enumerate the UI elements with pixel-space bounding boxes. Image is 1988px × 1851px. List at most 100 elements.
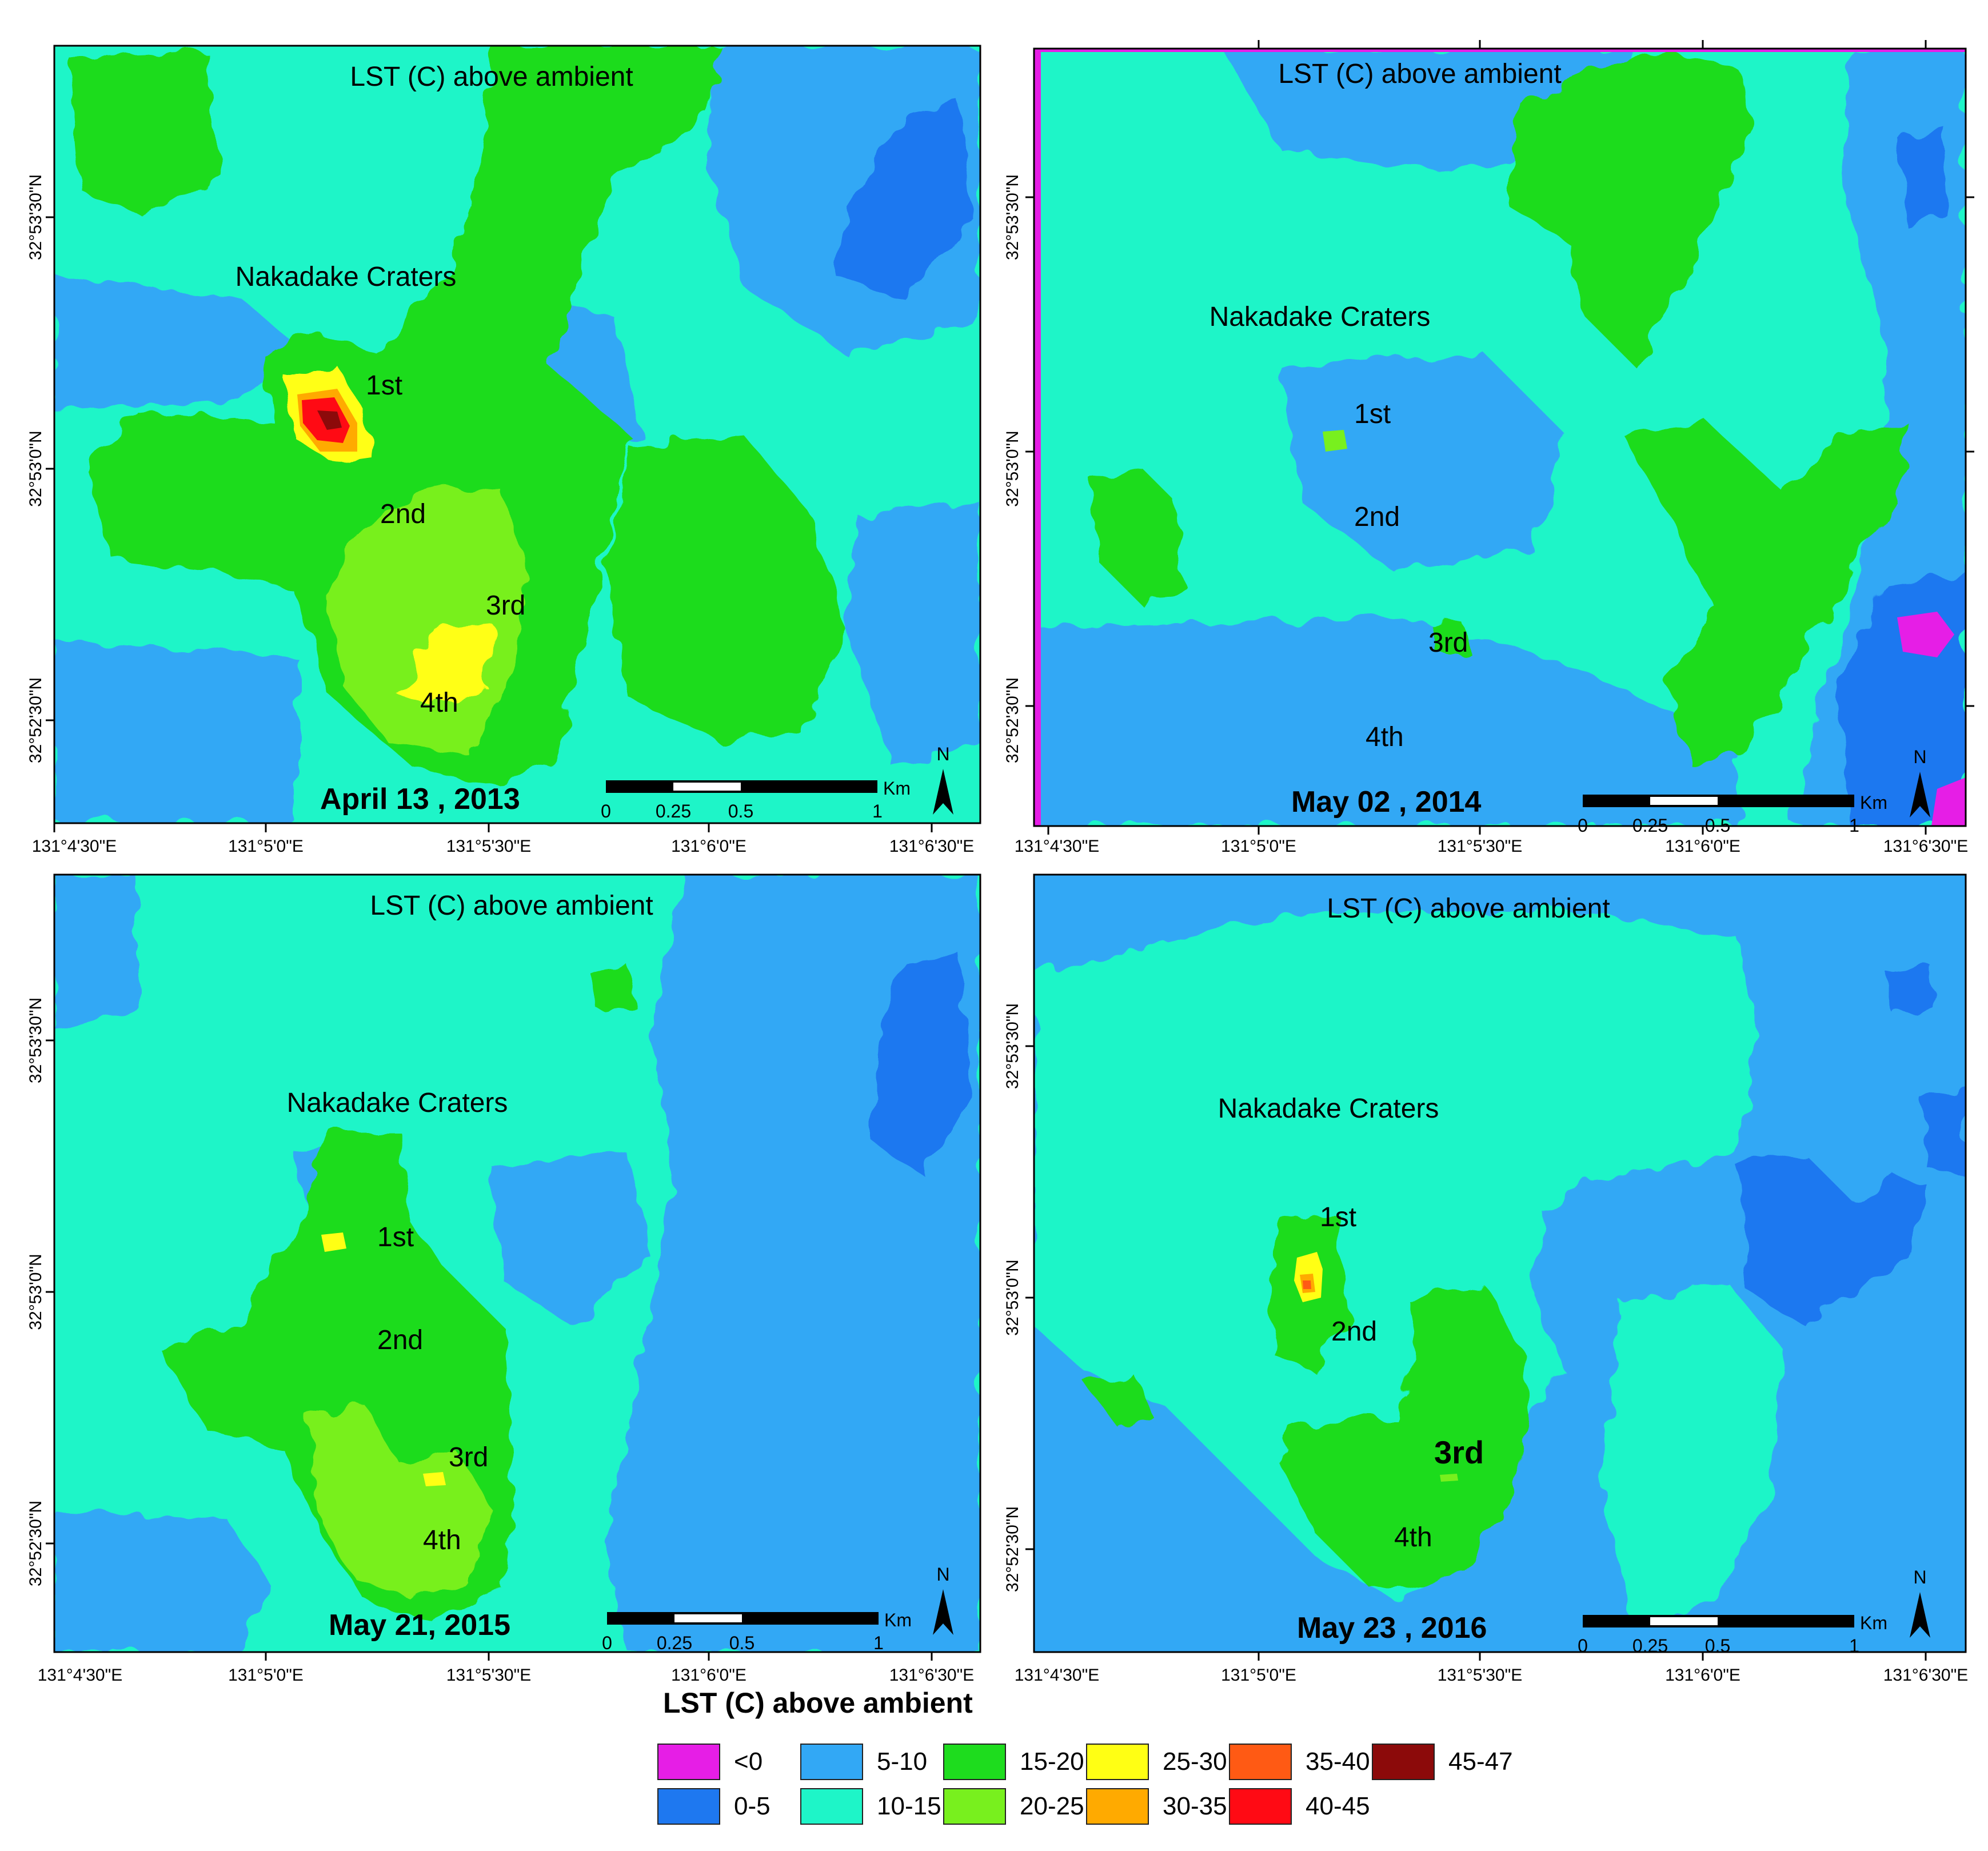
legend-swatch: [1229, 1788, 1292, 1825]
crater-label-1st: 1st: [1320, 1202, 1356, 1232]
lon-label-6-0: 131°6'0"E: [1665, 1666, 1741, 1685]
scale-tick-0: 0: [602, 1633, 612, 1653]
lst-zone-0-5: [1886, 966, 1937, 1018]
lst-legend: LST (C) above ambient <0 0-5 5-10 10-15 …: [572, 1686, 1543, 1835]
lon-label-5-30: 131°5'30"E: [446, 837, 532, 856]
scale-bar: 0 0.25 0.5 1 Km: [601, 778, 911, 821]
lst-map-2013: LST (C) above ambient Nakadake Craters 1…: [26, 45, 981, 856]
scale-tick-0-5: 0.5: [1705, 815, 1730, 836]
lst-zone-0-5: [875, 955, 972, 1178]
lst-zone-15-20: [69, 51, 217, 217]
lat-label-53-30: 32°53'30"N: [1003, 1003, 1022, 1089]
legend-item-15-20: 15-20: [943, 1744, 1084, 1780]
lat-label-52-30: 32°52'30"N: [1003, 677, 1022, 763]
legend-label: 30-35: [1163, 1792, 1227, 1820]
north-arrow-icon: N: [933, 744, 953, 815]
crater-label-1st: 1st: [1354, 399, 1391, 429]
lst-zone-lt0: [1897, 612, 1954, 657]
legend-item-0-5: 0-5: [657, 1788, 771, 1825]
scale-tick-0: 0: [1578, 1635, 1588, 1656]
lst-zone-lt0-edge: [1034, 49, 1041, 826]
lst-zone-25-30: [321, 1232, 346, 1252]
scale-unit: Km: [883, 778, 911, 799]
legend-label: 25-30: [1163, 1748, 1227, 1776]
map-panel-2013: LST (C) above ambient Nakadake Craters 1…: [0, 0, 994, 857]
lon-label-5-0: 131°5'0"E: [228, 837, 304, 856]
legend-swatch: [943, 1788, 1006, 1825]
crater-label-2nd: 2nd: [1354, 502, 1400, 532]
lst-zone-15-20: [86, 46, 720, 789]
lst-zone-10-15: [1034, 909, 1760, 1601]
legend-label: 20-25: [1020, 1792, 1084, 1820]
lon-label-6-0: 131°6'0"E: [671, 1666, 747, 1685]
legend-item-5-10: 5-10: [800, 1744, 927, 1780]
map-title: LST (C) above ambient: [1278, 59, 1561, 89]
legend-label: 15-20: [1020, 1748, 1084, 1776]
map-title: LST (C) above ambient: [350, 62, 633, 92]
scale-tick-0-5: 0.5: [728, 801, 753, 821]
lat-label-53-30: 32°53'30"N: [26, 174, 45, 260]
scale-unit: Km: [1860, 1613, 1887, 1633]
lat-tick-marks: [1025, 196, 1974, 707]
lon-label-4-30: 131°4'30"E: [32, 837, 117, 856]
crater-label-3rd: 3rd: [1434, 1434, 1484, 1470]
legend-item-35-40: 35-40: [1229, 1744, 1370, 1780]
crater-label-3rd: 3rd: [1428, 628, 1468, 658]
lat-tick-marks: [46, 216, 54, 721]
map-frame: [1033, 873, 1967, 1653]
lst-zone-20-25: [1440, 1474, 1458, 1482]
scale-bar: 0 0.25 0.5 1 Km: [602, 1610, 912, 1653]
legend-swatch: [800, 1744, 863, 1780]
lat-label-53-0: 32°53'0"N: [26, 430, 45, 506]
crater-label-4th: 4th: [423, 1525, 461, 1555]
lon-label-4-30: 131°4'30"E: [38, 1666, 123, 1685]
legend-title: LST (C) above ambient: [663, 1687, 973, 1719]
map-date: May 21, 2015: [329, 1609, 510, 1642]
map-panel-2014: LST (C) above ambient Nakadake Craters 1…: [994, 0, 1988, 857]
lon-label-5-0: 131°5'0"E: [1221, 837, 1296, 856]
map-date: May 02 , 2014: [1291, 785, 1482, 819]
map-panel-2016: LST (C) above ambient Nakadake Craters 1…: [994, 857, 1988, 1686]
crater-label-4th: 4th: [1394, 1522, 1432, 1553]
lst-zone-0-5: [835, 103, 972, 297]
north-label: N: [1913, 1567, 1926, 1587]
lon-label-6-0: 131°6'0"E: [1665, 837, 1741, 856]
legend-item-10-15: 10-15: [800, 1788, 941, 1825]
lst-zone-15-20: [1508, 51, 1754, 366]
lon-tick-marks: [265, 1652, 933, 1661]
crater-label-2nd: 2nd: [1331, 1317, 1377, 1347]
lst-map-2014: LST (C) above ambient Nakadake Craters 1…: [1003, 40, 1974, 856]
lon-label-5-30: 131°5'30"E: [446, 1666, 532, 1685]
legend-label: 10-15: [877, 1792, 941, 1820]
lat-label-52-30: 32°52'30"N: [26, 677, 45, 763]
map-frame: [1033, 47, 1967, 827]
lst-zone-45-47: [317, 410, 342, 430]
lst-zone-5-10: [54, 875, 137, 1029]
lst-zone-0-5: [1737, 1155, 1931, 1326]
lat-label-53-0: 32°53'0"N: [26, 1254, 45, 1330]
lon-label-4-30: 131°4'30"E: [1015, 837, 1100, 856]
lat-label-52-30: 32°52'30"N: [26, 1501, 45, 1586]
lst-map-2016: LST (C) above ambient Nakadake Craters 1…: [1003, 873, 1968, 1685]
lon-label-4-30: 131°4'30"E: [1015, 1666, 1100, 1685]
scale-tick-0-25: 0.25: [657, 1633, 692, 1653]
lst-map-2015: LST (C) above ambient Nakadake Craters 1…: [26, 873, 981, 1685]
crater-label-3rd: 3rd: [486, 591, 525, 621]
lon-label-5-0: 131°5'0"E: [228, 1666, 304, 1685]
legend-swatch: [800, 1788, 863, 1825]
map-panel-2015: LST (C) above ambient Nakadake Craters 1…: [0, 857, 994, 1686]
map-date: April 13 , 2013: [320, 783, 520, 816]
lon-tick-marks: [1258, 1652, 1927, 1661]
lat-tick-marks: [46, 1039, 54, 1545]
lon-tick-marks: [1047, 40, 1927, 835]
scale-unit: Km: [884, 1610, 912, 1630]
crater-label-2nd: 2nd: [377, 1325, 423, 1355]
scale-unit: Km: [1860, 792, 1887, 813]
crater-group-label: Nakadake Craters: [1218, 1094, 1439, 1124]
north-label: N: [936, 744, 949, 764]
crater-label-3rd: 3rd: [449, 1442, 488, 1473]
legend-swatch: [943, 1744, 1006, 1780]
lst-zone-0-5: [1920, 1086, 1966, 1178]
lst-zone-5-10: [54, 1509, 274, 1652]
scale-tick-1: 1: [873, 1633, 884, 1653]
